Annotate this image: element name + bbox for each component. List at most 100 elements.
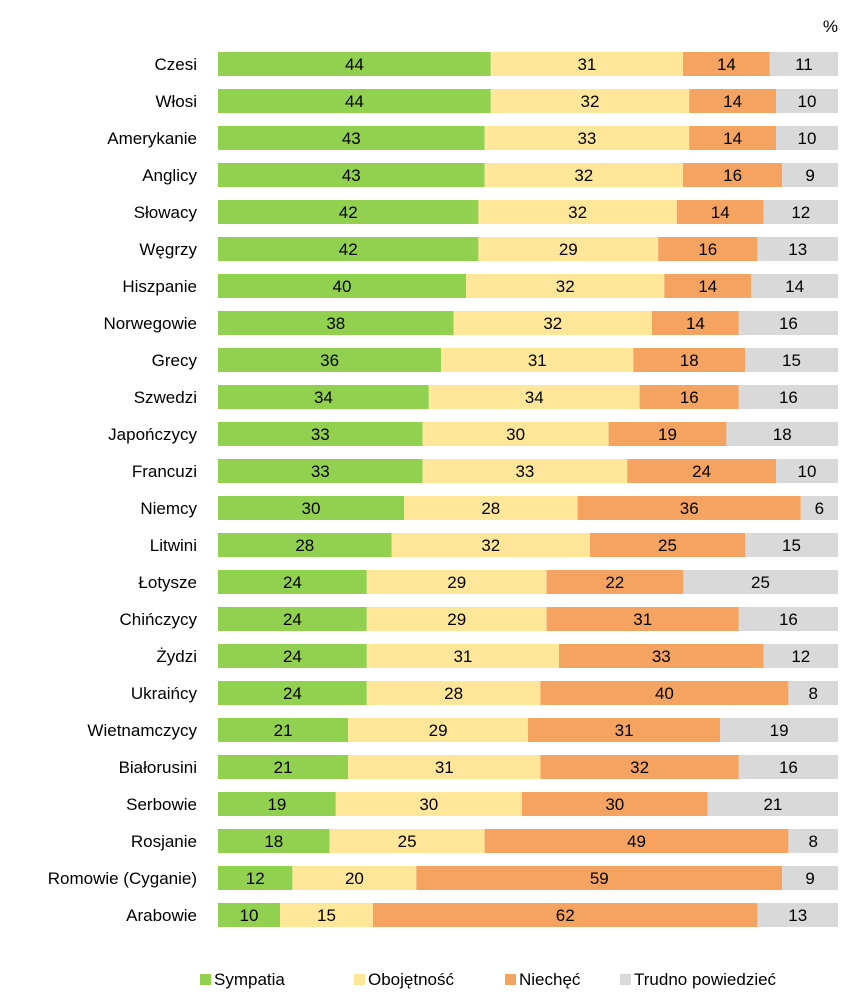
bar-segment bbox=[751, 274, 838, 298]
bar-row: Japończycy 33 30 19 18 bbox=[108, 422, 838, 446]
bar-segment bbox=[478, 200, 677, 224]
data-label: 30 bbox=[302, 499, 321, 518]
data-label: 32 bbox=[568, 203, 587, 222]
bar-segment bbox=[484, 126, 690, 150]
bar-row: Łotysze 24 29 22 25 bbox=[138, 570, 838, 594]
bar-segment bbox=[738, 385, 838, 409]
legend-item: Obojętność bbox=[354, 970, 454, 989]
data-label: 18 bbox=[773, 425, 792, 444]
data-label: 40 bbox=[333, 277, 352, 296]
data-label: 59 bbox=[590, 869, 609, 888]
data-label: 13 bbox=[788, 240, 807, 259]
bar-segment bbox=[218, 681, 367, 705]
data-label: 29 bbox=[447, 610, 466, 629]
category-label: Szwedzi bbox=[134, 388, 197, 407]
bar-segment bbox=[683, 570, 838, 594]
data-label: 33 bbox=[515, 462, 534, 481]
bar-segment bbox=[335, 792, 522, 816]
bar-segment bbox=[720, 718, 838, 742]
category-label: Niemcy bbox=[140, 499, 197, 518]
bar-segment bbox=[627, 459, 776, 483]
category-label: Romowie (Cyganie) bbox=[48, 869, 197, 888]
data-label: 44 bbox=[345, 55, 364, 74]
data-label: 16 bbox=[680, 388, 699, 407]
data-label: 16 bbox=[779, 388, 798, 407]
bar-segment bbox=[689, 89, 776, 113]
bar-segment bbox=[546, 570, 683, 594]
bar-segment bbox=[366, 644, 559, 668]
data-label: 8 bbox=[808, 684, 817, 703]
bar-segment bbox=[348, 718, 528, 742]
bar-segment bbox=[540, 681, 789, 705]
bar-row: Arabowie 10 15 62 13 bbox=[126, 903, 838, 927]
bar-segment bbox=[490, 52, 683, 76]
legend-item: Sympatia bbox=[200, 970, 285, 989]
legend: Sympatia Obojętność Niechęć Trudno powiedzi… bbox=[200, 970, 777, 989]
data-label: 12 bbox=[246, 869, 265, 888]
data-label: 10 bbox=[798, 92, 817, 111]
data-label: 32 bbox=[574, 166, 593, 185]
bar-segment bbox=[428, 385, 640, 409]
bar-segment bbox=[664, 274, 752, 298]
legend-swatch bbox=[620, 974, 631, 985]
bar-segment bbox=[540, 755, 739, 779]
data-label: 24 bbox=[283, 647, 302, 666]
bar-segment bbox=[788, 829, 838, 853]
bar-segment bbox=[441, 348, 634, 372]
bar-segment bbox=[416, 866, 783, 890]
category-label: Słowacy bbox=[134, 203, 198, 222]
data-label: 32 bbox=[481, 536, 500, 555]
bar-row: Szwedzi 34 34 16 16 bbox=[134, 385, 838, 409]
data-label: 31 bbox=[577, 55, 596, 74]
bar-segment bbox=[422, 459, 628, 483]
bar-segment bbox=[546, 607, 739, 631]
data-label: 31 bbox=[453, 647, 472, 666]
data-label: 14 bbox=[723, 92, 742, 111]
data-label: 30 bbox=[605, 795, 624, 814]
bar-row: Ukraińcy 24 28 40 8 bbox=[131, 681, 838, 705]
bar-segment bbox=[478, 237, 659, 261]
bar-segment bbox=[218, 163, 485, 187]
data-label: 32 bbox=[630, 758, 649, 777]
bar-segment bbox=[633, 348, 745, 372]
bar-segment bbox=[348, 755, 541, 779]
legend-label: Trudno powiedzieć bbox=[634, 970, 777, 989]
bar-segment bbox=[218, 52, 491, 76]
data-label: 30 bbox=[419, 795, 438, 814]
category-label: Hiszpanie bbox=[122, 277, 197, 296]
data-label: 21 bbox=[763, 795, 782, 814]
bar-segment bbox=[757, 903, 838, 927]
bar-segment bbox=[559, 644, 764, 668]
bar-segment bbox=[218, 866, 293, 890]
bar-row: Francuzi 33 33 24 10 bbox=[132, 459, 838, 483]
data-label: 30 bbox=[506, 425, 525, 444]
bar-segment bbox=[329, 829, 485, 853]
data-label: 33 bbox=[311, 462, 330, 481]
bar-segment bbox=[218, 792, 336, 816]
bar-segment bbox=[776, 89, 838, 113]
bar-segment bbox=[757, 237, 838, 261]
data-label: 11 bbox=[795, 55, 813, 74]
bar-segment bbox=[404, 496, 578, 520]
bar-segment bbox=[466, 274, 665, 298]
bar-row: Litwini 28 32 25 15 bbox=[150, 533, 838, 557]
bar-segment bbox=[490, 89, 690, 113]
data-label: 33 bbox=[311, 425, 330, 444]
bar-segment bbox=[763, 644, 838, 668]
bar-segment bbox=[676, 200, 764, 224]
data-label: 16 bbox=[723, 166, 742, 185]
data-label: 40 bbox=[655, 684, 674, 703]
data-label: 15 bbox=[782, 351, 801, 370]
category-label: Łotysze bbox=[138, 573, 197, 592]
data-label: 31 bbox=[435, 758, 454, 777]
bar-segment bbox=[218, 274, 466, 298]
category-label: Anglicy bbox=[142, 166, 197, 185]
bar-segment bbox=[218, 903, 280, 927]
bar-segment bbox=[738, 755, 838, 779]
data-label: 36 bbox=[320, 351, 339, 370]
bar-segment bbox=[391, 533, 590, 557]
data-label: 36 bbox=[680, 499, 699, 518]
bar-segment bbox=[218, 237, 479, 261]
data-label: 25 bbox=[398, 832, 417, 851]
data-label: 28 bbox=[444, 684, 463, 703]
